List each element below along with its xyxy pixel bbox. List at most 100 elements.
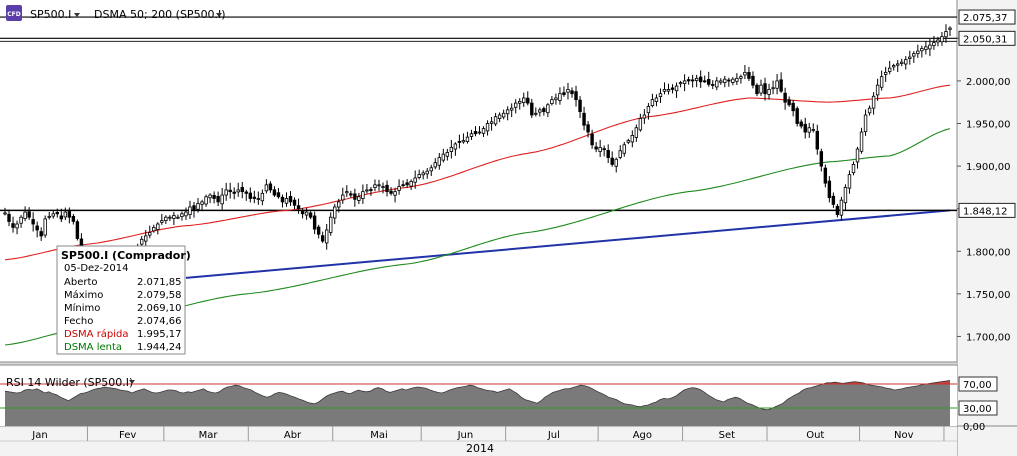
candle[interactable]	[268, 181, 273, 193]
candle[interactable]	[916, 44, 920, 58]
candle[interactable]	[879, 70, 884, 91]
candle[interactable]	[51, 210, 55, 219]
candle[interactable]	[160, 213, 164, 225]
cfd-icon[interactable]	[6, 5, 22, 21]
candle[interactable]	[912, 51, 916, 63]
candle[interactable]	[538, 107, 542, 117]
candle[interactable]	[216, 191, 220, 207]
candle[interactable]	[324, 223, 329, 250]
rsi-line[interactable]	[4, 380, 951, 411]
symbol-dropdown-icon[interactable]	[74, 13, 80, 17]
candle[interactable]	[212, 191, 216, 204]
candle[interactable]	[554, 93, 558, 105]
candle[interactable]	[666, 83, 671, 95]
candle[interactable]	[55, 208, 59, 218]
candle[interactable]	[341, 187, 345, 204]
candle[interactable]	[626, 138, 631, 145]
candle[interactable]	[320, 231, 325, 243]
candle[interactable]	[783, 87, 787, 110]
candle[interactable]	[723, 75, 727, 88]
candle[interactable]	[461, 133, 466, 144]
candle[interactable]	[924, 40, 928, 55]
candle[interactable]	[248, 187, 253, 203]
candle[interactable]	[196, 198, 200, 213]
candle[interactable]	[208, 193, 212, 204]
candle[interactable]	[393, 187, 397, 203]
candle[interactable]	[835, 203, 840, 218]
candle[interactable]	[887, 60, 892, 75]
candle[interactable]	[650, 93, 655, 108]
candle[interactable]	[473, 126, 478, 137]
candle[interactable]	[566, 82, 570, 100]
candle[interactable]	[534, 107, 538, 117]
candle[interactable]	[164, 215, 168, 225]
candle[interactable]	[493, 112, 498, 127]
candle[interactable]	[883, 66, 888, 82]
candle[interactable]	[847, 170, 852, 194]
candle[interactable]	[445, 148, 450, 161]
candle[interactable]	[148, 225, 152, 239]
candle[interactable]	[594, 142, 598, 153]
candle[interactable]	[630, 130, 635, 148]
candle[interactable]	[168, 215, 172, 222]
candle[interactable]	[928, 38, 932, 57]
rsi-label[interactable]: RSI 14 Wilder (SP500.I)	[6, 376, 133, 389]
candle[interactable]	[349, 190, 353, 198]
candle[interactable]	[871, 92, 876, 115]
candle[interactable]	[859, 127, 864, 154]
candle[interactable]	[948, 26, 952, 36]
candle[interactable]	[421, 170, 425, 180]
candle[interactable]	[843, 184, 848, 211]
candle[interactable]	[280, 194, 285, 208]
candle[interactable]	[401, 180, 405, 188]
candle[interactable]	[863, 109, 868, 136]
candle[interactable]	[811, 123, 815, 133]
candle[interactable]	[284, 192, 289, 207]
candle[interactable]	[3, 207, 7, 216]
candle[interactable]	[39, 227, 43, 241]
candle[interactable]	[586, 120, 590, 138]
candle[interactable]	[144, 230, 148, 247]
candle[interactable]	[457, 134, 462, 149]
candle[interactable]	[642, 109, 647, 124]
candle[interactable]	[690, 74, 695, 88]
candle[interactable]	[578, 96, 582, 118]
candle[interactable]	[389, 187, 393, 196]
candle[interactable]	[940, 32, 944, 46]
candle[interactable]	[31, 212, 35, 232]
candle[interactable]	[140, 236, 144, 246]
candle[interactable]	[477, 126, 482, 135]
candle[interactable]	[63, 207, 68, 221]
candle[interactable]	[240, 181, 244, 199]
candle[interactable]	[236, 182, 240, 197]
candle[interactable]	[707, 71, 711, 87]
candle[interactable]	[485, 120, 490, 136]
candle[interactable]	[574, 85, 578, 107]
pane-separator[interactable]	[0, 362, 957, 365]
candle[interactable]	[658, 88, 663, 103]
candle[interactable]	[405, 179, 409, 189]
candle[interactable]	[743, 65, 747, 80]
candle[interactable]	[618, 145, 622, 160]
candle[interactable]	[232, 187, 236, 200]
candle[interactable]	[264, 179, 269, 194]
candle[interactable]	[385, 180, 389, 197]
candle[interactable]	[674, 82, 679, 98]
candle[interactable]	[522, 92, 526, 107]
candle[interactable]	[682, 74, 687, 92]
candle[interactable]	[469, 129, 474, 140]
candle[interactable]	[288, 191, 293, 206]
candle[interactable]	[759, 79, 763, 96]
candle[interactable]	[256, 191, 261, 205]
candle[interactable]	[176, 214, 180, 220]
symbol-label[interactable]: SP500.I	[30, 8, 71, 21]
candle[interactable]	[662, 82, 667, 95]
candle[interactable]	[220, 187, 224, 210]
candle[interactable]	[763, 77, 767, 101]
candle[interactable]	[228, 182, 232, 199]
candle[interactable]	[739, 74, 743, 84]
candle[interactable]	[602, 145, 606, 157]
candle[interactable]	[252, 190, 257, 204]
candle[interactable]	[433, 158, 437, 170]
candle[interactable]	[779, 72, 783, 93]
